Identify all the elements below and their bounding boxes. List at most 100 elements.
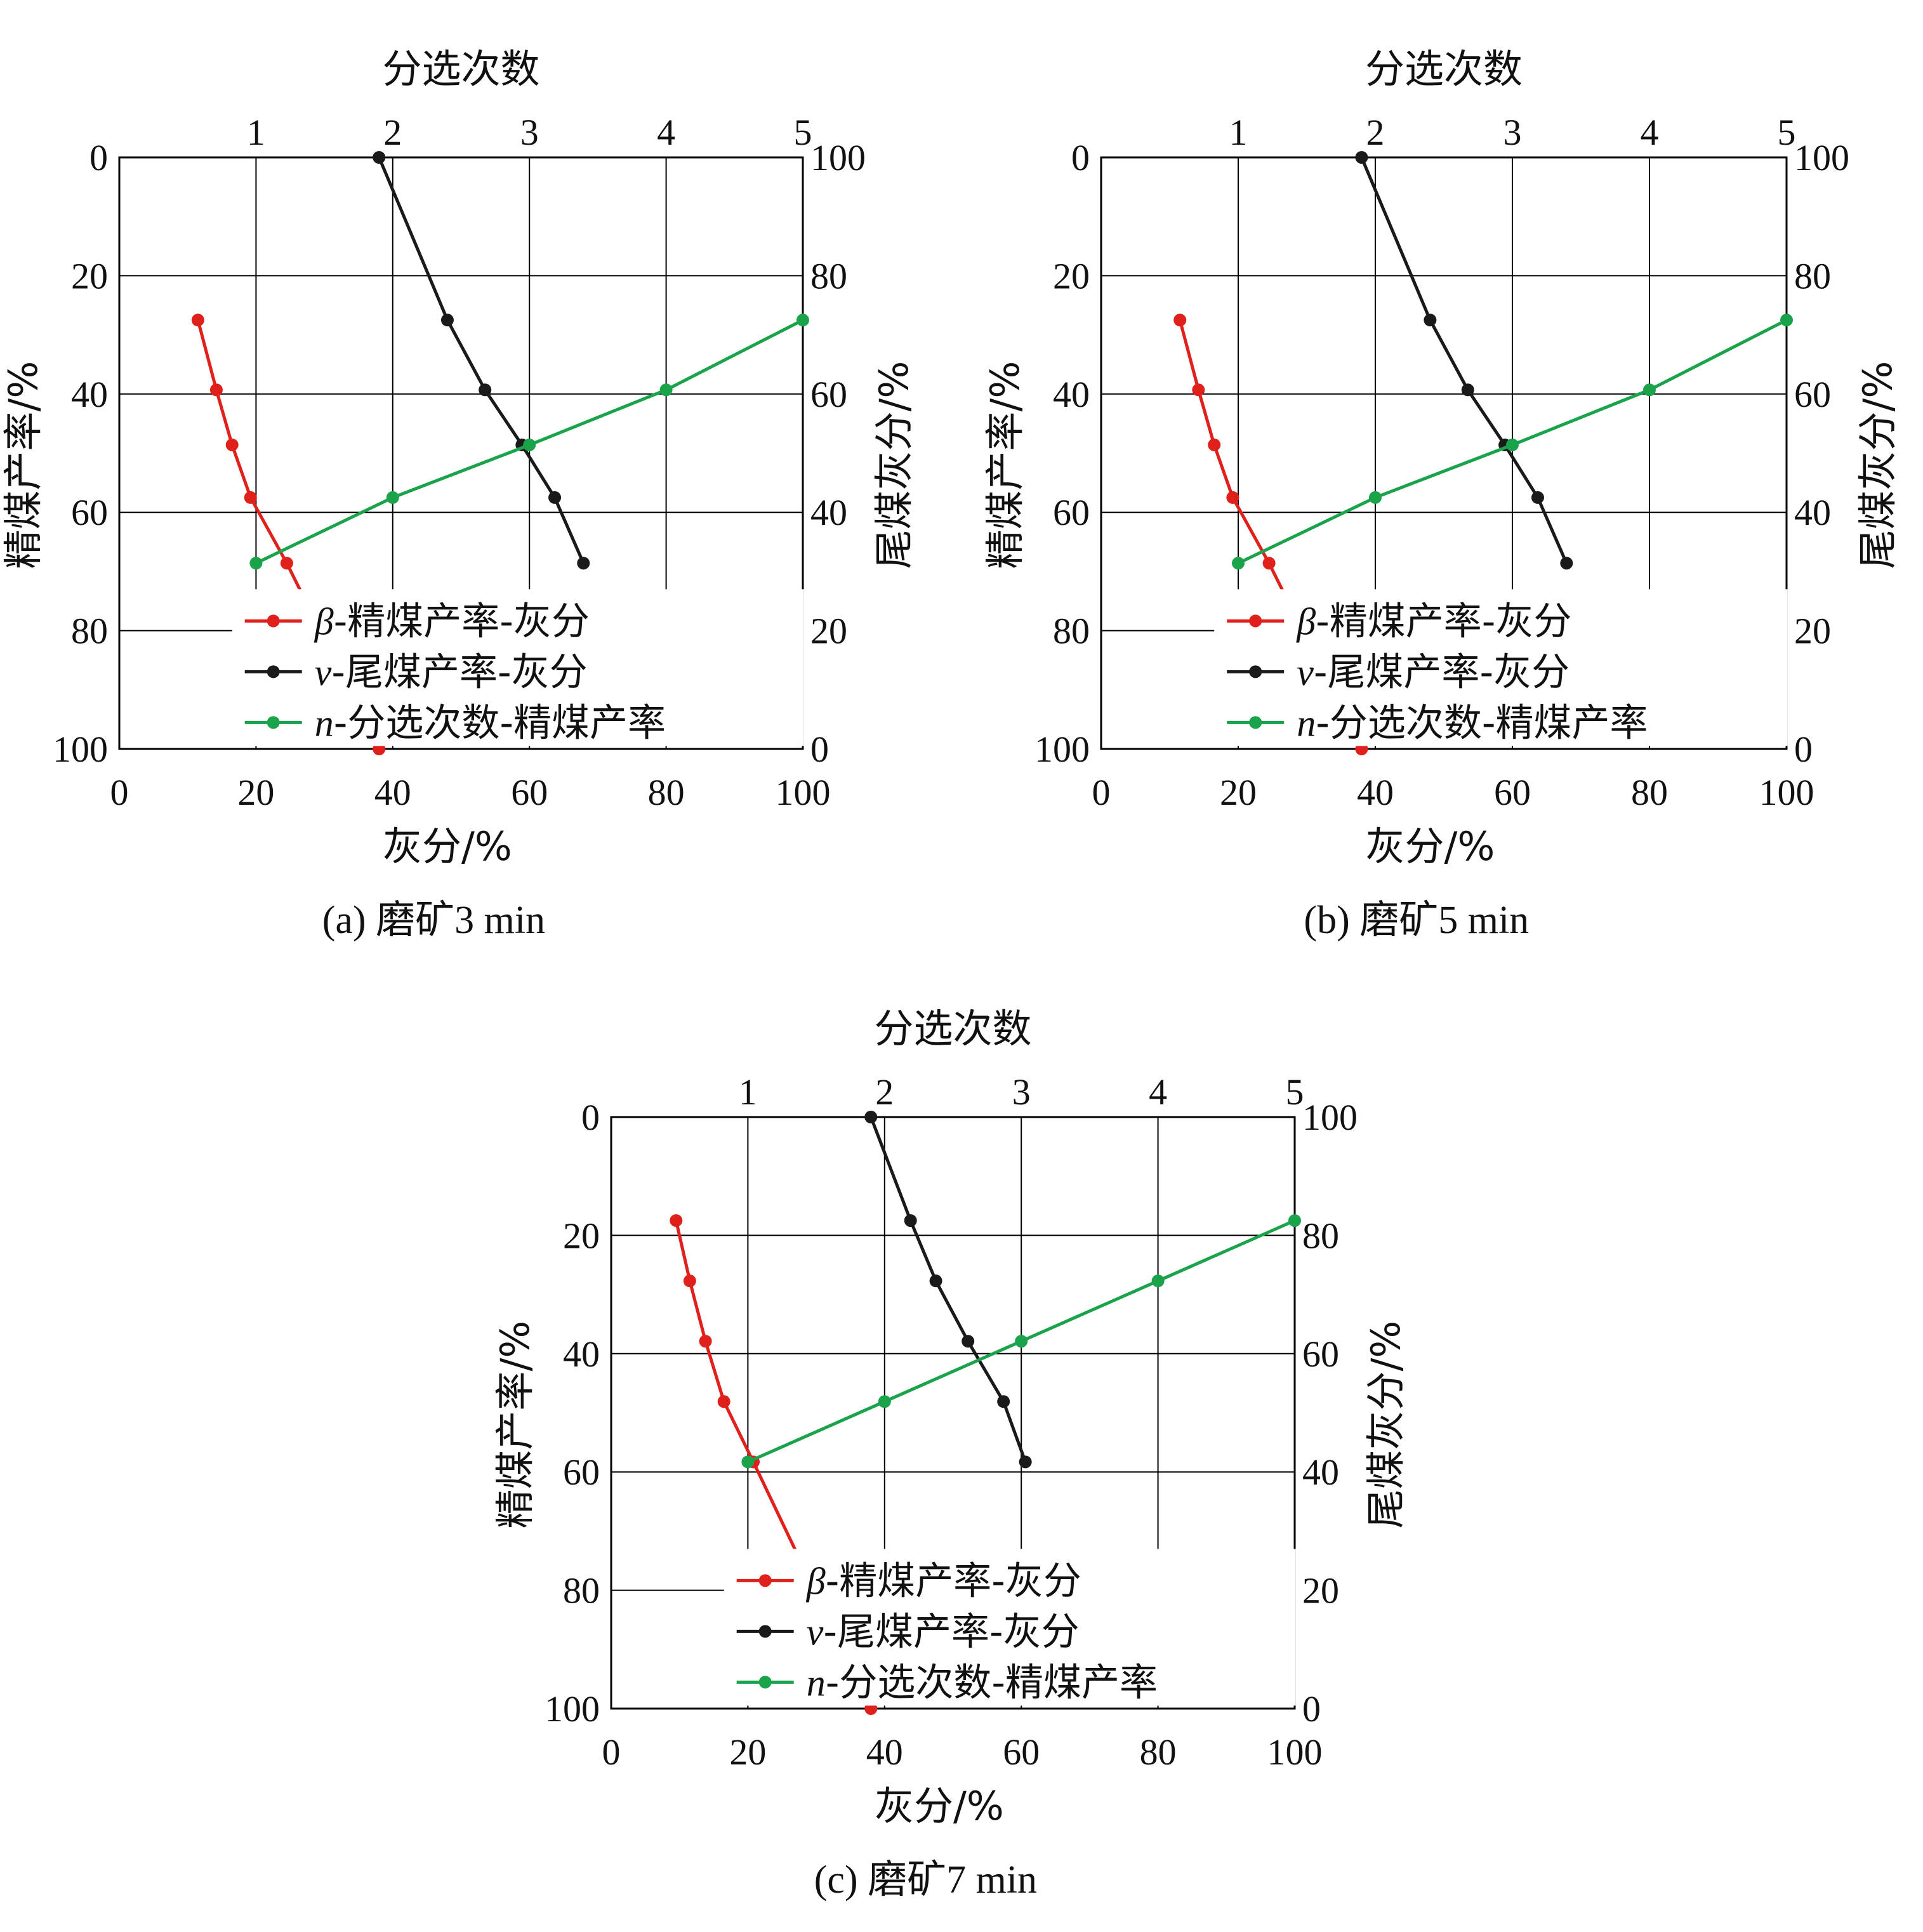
x2-tick-label: 5 [1286, 1071, 1304, 1113]
x-tick-label: 0 [110, 772, 129, 813]
data-point-n [1369, 491, 1382, 504]
x-tick-label: 40 [866, 1731, 903, 1773]
data-point-n [1506, 438, 1519, 451]
legend-label-v: v-尾煤产率-灰分 [1297, 650, 1569, 694]
data-point-n [1780, 314, 1793, 327]
legend: β-精煤产率-灰分v-尾煤产率-灰分n-分选次数-精煤产率 [1214, 589, 1788, 746]
x2-tick-label: 1 [247, 112, 265, 153]
legend-label-v: v-尾煤产率-灰分 [315, 650, 588, 694]
x-tick-label: 100 [1759, 772, 1814, 813]
y-left-tick-label: 100 [1034, 729, 1090, 770]
data-point-v [1019, 1455, 1032, 1469]
y-right-tick-label: 60 [1794, 374, 1831, 415]
series-n [249, 314, 809, 570]
x-tick-label: 20 [237, 772, 274, 813]
series-n [1232, 314, 1793, 570]
x-tick-label: 60 [511, 772, 548, 813]
legend-marker-beta [758, 1574, 772, 1587]
data-point-beta [1226, 491, 1239, 504]
legend-prefix: β [806, 1560, 826, 1602]
data-point-beta [1173, 314, 1187, 327]
y-left-tick-label: 80 [1053, 611, 1090, 652]
y-left-tick-label: 20 [563, 1215, 600, 1256]
x2-axis-title: 分选次数 [874, 1005, 1031, 1052]
y-right-tick-label: 20 [1302, 1570, 1339, 1611]
x-tick-label: 100 [1267, 1731, 1323, 1773]
y-right-tick-label: 100 [1794, 137, 1849, 178]
data-point-n [386, 491, 399, 504]
y-right-tick-label: 0 [810, 729, 829, 770]
legend-prefix: β [1296, 600, 1316, 642]
data-point-beta [225, 438, 239, 451]
x2-axis-title: 分选次数 [1365, 46, 1523, 92]
data-point-v [479, 383, 492, 397]
legend-marker-n [1249, 716, 1262, 729]
data-point-beta [699, 1335, 712, 1348]
legend-prefix: v [315, 651, 332, 693]
y-right-tick-label: 40 [810, 492, 847, 533]
x2-tick-label: 3 [520, 112, 539, 153]
legend-box [1214, 589, 1788, 746]
series-v [1355, 151, 1573, 570]
data-point-v [373, 151, 386, 164]
y-right-tick-label: 100 [1302, 1097, 1358, 1138]
data-point-v [577, 557, 590, 570]
x-axis-title: 灰分/% [875, 1783, 1004, 1829]
data-point-beta [1208, 438, 1221, 451]
legend-label-beta: β-精煤产率-灰分 [1296, 599, 1571, 644]
chart-panel-2: 0 20 40 60 80 100 1 2 3 4 5 0 20 40 60 80 100 100 80 60 40 20… [982, 46, 1901, 942]
x2-tick-label: 2 [1366, 112, 1385, 153]
legend-text: -分选次数-精煤产率 [826, 1660, 1158, 1705]
legend-label-n: n-分选次数-精煤产率 [315, 701, 666, 745]
y-right-tick-label: 80 [1302, 1215, 1339, 1256]
series-v [373, 151, 590, 570]
legend-text: -尾煤产率-灰分 [823, 1610, 1079, 1654]
x2-tick-label: 1 [739, 1071, 757, 1113]
x2-tick-label: 3 [1503, 112, 1522, 153]
plot-frame [1100, 156, 1788, 750]
data-point-v [1424, 314, 1437, 327]
data-point-beta [280, 557, 293, 570]
chart-panel-3: 0 20 40 60 80 100 1 2 3 4 5 0 20 40 60 80 100 100 80 60 40 20… [492, 1005, 1409, 1902]
series-v [864, 1111, 1032, 1469]
y-left-tick-label: 80 [563, 1570, 600, 1611]
series-n [741, 1214, 1301, 1469]
y-left-tick-label: 100 [53, 729, 108, 770]
data-point-beta [244, 491, 257, 504]
y-left-axis-title: 精煤产率/% [0, 361, 46, 569]
data-point-n [659, 383, 673, 397]
data-point-v [962, 1335, 975, 1348]
legend-box [724, 1549, 1296, 1706]
y-right-axis-title: 尾煤灰分/% [1363, 1321, 1409, 1529]
y-right-tick-label: 80 [1794, 255, 1831, 296]
panel-caption: (c) 磨矿7 min [814, 1858, 1037, 1902]
y-left-tick-label: 0 [1071, 137, 1090, 178]
x-axis-title: 灰分/% [383, 823, 512, 870]
x-tick-label: 60 [1494, 772, 1531, 813]
legend-prefix: v [807, 1611, 824, 1653]
legend-marker-beta [267, 614, 280, 628]
legend-prefix: n [807, 1662, 826, 1704]
x-tick-label: 20 [1220, 772, 1257, 813]
legend-marker-n [267, 716, 280, 729]
x-tick-label: 60 [1003, 1731, 1040, 1773]
x2-tick-label: 2 [383, 112, 402, 153]
y-right-tick-label: 20 [810, 611, 847, 652]
data-point-n [1643, 383, 1656, 397]
panel-caption: (a) 磨矿3 min [322, 899, 545, 942]
legend-text: -精煤产率-灰分 [826, 1559, 1081, 1603]
data-point-beta [209, 383, 223, 397]
data-point-n [1151, 1274, 1165, 1288]
data-point-v [929, 1274, 942, 1288]
x2-axis-title: 分选次数 [382, 46, 539, 92]
x-tick-label: 0 [1092, 772, 1111, 813]
data-point-beta [717, 1395, 730, 1408]
legend-marker-v [1249, 665, 1262, 678]
data-point-v [904, 1214, 917, 1227]
y-left-tick-label: 20 [71, 255, 108, 296]
legend-prefix: n [315, 702, 334, 744]
legend-label-beta: β-精煤产率-灰分 [806, 1559, 1081, 1603]
y-left-tick-label: 40 [71, 374, 108, 415]
legend-text: -精煤产率-灰分 [1316, 599, 1571, 644]
